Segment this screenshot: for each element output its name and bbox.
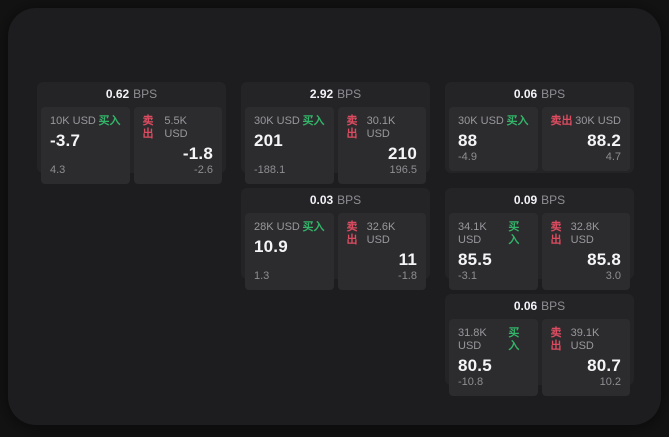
sell-size-label: 32.8K USD — [570, 221, 600, 246]
buy-size-label: 28K USD — [254, 221, 300, 233]
bps-unit-label: BPS — [337, 193, 362, 207]
bps-value: 2.92 — [309, 87, 334, 101]
sell-delta: 196.5 — [389, 164, 417, 176]
quote-card: 2.92 BPS 30K USD 买入 201 -188.1 卖出 — [241, 82, 430, 184]
buy-label: 买入 — [508, 327, 520, 352]
sell-price: -1.8 — [182, 144, 213, 163]
card-body: 34.1K USD 买入 85.5 -3.1 卖出 32.8K USD 85.8… — [445, 213, 634, 294]
buy-delta: -10.8 — [458, 376, 484, 388]
buy-size-label: 30K USD — [458, 115, 504, 127]
buy-label: 买入 — [302, 221, 325, 233]
sell-label: 卖出 — [550, 115, 573, 127]
quote-card: 0.62 BPS 10K USD 买入 -3.7 4.3 卖出 — [37, 82, 226, 184]
bps-value: 0.09 — [513, 193, 538, 207]
sell-label: 卖出 — [550, 327, 562, 352]
sell-delta: 3.0 — [605, 270, 621, 282]
bps-unit-label: BPS — [541, 87, 566, 101]
sell-size-label: 5.5K USD — [164, 115, 188, 140]
buy-label: 买入 — [302, 115, 325, 127]
card-header: 2.92 BPS — [241, 82, 430, 107]
sell-price: 11 — [398, 250, 417, 269]
card-header: 0.09 BPS — [445, 188, 634, 213]
buy-price: 10.9 — [254, 237, 288, 256]
sell-price: 85.8 — [587, 250, 621, 269]
bps-value: 0.03 — [309, 193, 334, 207]
sell-size-label: 30.1K USD — [366, 115, 396, 140]
sell-delta: 10.2 — [599, 376, 621, 388]
sell-delta: 4.7 — [605, 151, 621, 163]
card-header: 0.06 BPS — [445, 82, 634, 107]
buy-size-label: 31.8K USD — [458, 327, 487, 352]
buy-size-label: 30K USD — [254, 115, 300, 127]
sell-size-label: 32.6K USD — [366, 221, 396, 246]
card-body: 28K USD 买入 10.9 1.3 卖出 32.6K USD 11 -1.8 — [241, 213, 430, 294]
sell-price: 210 — [388, 144, 417, 163]
buy-label: 买入 — [508, 221, 520, 246]
buy-delta: 4.3 — [50, 164, 66, 176]
buy-price: -3.7 — [50, 131, 81, 150]
bps-value: 0.06 — [513, 299, 538, 313]
sell-size-label: 39.1K USD — [570, 327, 600, 352]
card-header: 0.03 BPS — [241, 188, 430, 213]
buy-size-label: 34.1K USD — [458, 221, 487, 246]
sell-panel[interactable]: 卖出 30.1K USD 210 196.5 — [337, 107, 426, 184]
sell-delta: -1.8 — [398, 270, 417, 282]
card-body: 30K USD 买入 201 -188.1 卖出 30.1K USD 210 1… — [241, 107, 430, 188]
sell-label: 卖出 — [550, 221, 562, 246]
buy-panel[interactable]: 30K USD 买入 88 -4.9 — [449, 107, 538, 171]
quote-card: 0.09 BPS 34.1K USD 买入 85.5 -3.1 卖出 — [445, 188, 634, 290]
card-body: 31.8K USD 买入 80.5 -10.8 卖出 39.1K USD 80.… — [445, 319, 634, 400]
card-header: 0.62 BPS — [37, 82, 226, 107]
sell-panel[interactable]: 卖出 32.8K USD 85.8 3.0 — [541, 213, 630, 290]
card-header: 0.06 BPS — [445, 294, 634, 319]
bps-unit-label: BPS — [337, 87, 362, 101]
buy-delta: -3.1 — [458, 270, 477, 282]
quote-card: 0.03 BPS 28K USD 买入 10.9 1.3 卖出 — [241, 188, 430, 290]
bps-value: 0.62 — [105, 87, 130, 101]
buy-size-label: 10K USD — [50, 115, 96, 127]
sell-price: 80.7 — [587, 356, 621, 375]
buy-label: 买入 — [506, 115, 529, 127]
quote-card: 0.06 BPS 31.8K USD 买入 80.5 -10.8 卖 — [445, 294, 634, 396]
buy-panel[interactable]: 30K USD 买入 201 -188.1 — [245, 107, 334, 184]
sell-panel[interactable]: 卖出 30K USD 88.2 4.7 — [541, 107, 630, 171]
buy-delta: -188.1 — [254, 164, 286, 176]
bps-unit-label: BPS — [133, 87, 158, 101]
main-panel: 0.62 BPS 10K USD 买入 -3.7 4.3 卖出 — [8, 8, 661, 425]
buy-price: 80.5 — [458, 356, 492, 375]
buy-price: 201 — [254, 131, 283, 150]
buy-panel[interactable]: 34.1K USD 买入 85.5 -3.1 — [449, 213, 538, 290]
sell-label: 卖出 — [142, 115, 154, 140]
bps-unit-label: BPS — [541, 299, 566, 313]
sell-panel[interactable]: 卖出 5.5K USD -1.8 -2.6 — [133, 107, 222, 184]
sell-size-label: 30K USD — [575, 115, 621, 127]
quotes-grid: 0.62 BPS 10K USD 买入 -3.7 4.3 卖出 — [37, 82, 634, 396]
buy-label: 买入 — [98, 115, 121, 127]
buy-delta: -4.9 — [458, 151, 477, 163]
sell-delta: -2.6 — [194, 164, 213, 176]
bps-unit-label: BPS — [541, 193, 566, 207]
buy-price: 85.5 — [458, 250, 492, 269]
card-body: 30K USD 买入 88 -4.9 卖出 30K USD 88.2 4.7 — [445, 107, 634, 175]
buy-price: 88 — [458, 131, 478, 150]
sell-label: 卖出 — [346, 221, 358, 246]
buy-panel[interactable]: 31.8K USD 买入 80.5 -10.8 — [449, 319, 538, 396]
quote-card: 0.06 BPS 30K USD 买入 88 -4.9 卖出 — [445, 82, 634, 173]
buy-delta: 1.3 — [254, 270, 270, 282]
buy-panel[interactable]: 28K USD 买入 10.9 1.3 — [245, 213, 334, 290]
bps-value: 0.06 — [513, 87, 538, 101]
buy-panel[interactable]: 10K USD 买入 -3.7 4.3 — [41, 107, 130, 184]
sell-label: 卖出 — [346, 115, 358, 140]
sell-panel[interactable]: 卖出 39.1K USD 80.7 10.2 — [541, 319, 630, 396]
card-body: 10K USD 买入 -3.7 4.3 卖出 5.5K USD -1.8 -2.… — [37, 107, 226, 188]
sell-panel[interactable]: 卖出 32.6K USD 11 -1.8 — [337, 213, 426, 290]
sell-price: 88.2 — [587, 131, 621, 150]
